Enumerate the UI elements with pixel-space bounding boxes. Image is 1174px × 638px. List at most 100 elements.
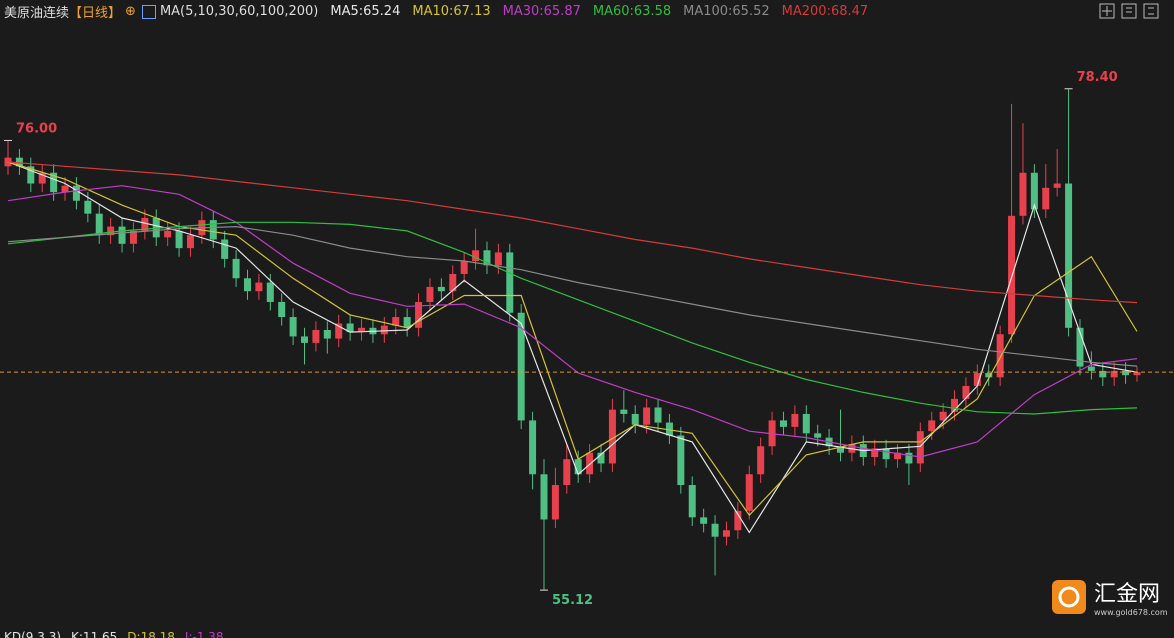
header: 美原油连续 【日线】 ⊕ MA(5,10,30,60,100,200) MA5:…: [4, 2, 868, 21]
candle-body: [50, 172, 58, 193]
ma-params: MA(5,10,30,60,100,200): [159, 4, 319, 19]
candle-body: [15, 157, 23, 167]
legend-label: MA5:65.24: [330, 4, 401, 19]
candle-body: [757, 446, 765, 475]
candle-body: [175, 230, 183, 249]
candle-body: [483, 250, 491, 266]
candle-body: [403, 317, 411, 328]
candle-body: [677, 435, 685, 486]
candle-body: [141, 217, 149, 231]
candle-body: [209, 220, 217, 240]
candle-body: [905, 452, 913, 464]
indicator-label: D:18.18: [127, 630, 175, 638]
candle-body: [665, 422, 673, 436]
extreme-label: 78.40: [1077, 70, 1118, 85]
candle-body: [791, 413, 799, 427]
ma-line: [7, 185, 1138, 458]
candle-body: [323, 329, 331, 339]
candle-body: [996, 334, 1004, 378]
candle-body: [506, 252, 514, 313]
candle-body: [688, 485, 696, 518]
ma-line: [7, 225, 1138, 367]
candle-body: [346, 323, 354, 333]
ma-line: [7, 161, 1138, 517]
candle-body: [802, 413, 810, 434]
candle-body: [654, 407, 662, 423]
candle-body: [358, 327, 366, 333]
add-icon[interactable]: ⊕: [125, 4, 136, 19]
candle-body: [38, 172, 46, 184]
candle-body: [255, 282, 263, 292]
candle-body: [563, 459, 571, 486]
candle-body: [118, 226, 126, 244]
candle-body: [186, 235, 194, 249]
candle-body: [711, 523, 719, 537]
legend-label: MA200:68.47: [781, 4, 869, 19]
candle-body: [985, 373, 993, 378]
legend-label: MA100:65.52: [683, 4, 770, 19]
legend-label: MA10:67.13: [412, 4, 491, 19]
ma-line: [7, 221, 1138, 415]
candle-body: [836, 446, 844, 453]
extreme-label: 55.12: [552, 593, 593, 608]
candle-body: [962, 385, 970, 399]
candle-body: [1008, 215, 1016, 335]
candle-body: [631, 413, 639, 425]
candle-body: [814, 433, 822, 438]
candle-body: [164, 230, 172, 238]
candle-body: [1042, 187, 1050, 210]
candle-body: [84, 200, 92, 214]
candle-body: [1087, 366, 1095, 371]
candle-body: [460, 261, 468, 274]
candle-body: [722, 530, 730, 537]
legend-label: MA30:65.87: [502, 4, 581, 19]
indicator-icon[interactable]: [141, 4, 156, 19]
candle-body: [882, 448, 890, 460]
candle-body: [72, 185, 80, 201]
candle-body: [597, 452, 605, 464]
candle-body: [894, 452, 902, 460]
candle-body: [107, 226, 115, 236]
candle-body: [1030, 172, 1038, 210]
candle-body: [643, 407, 651, 425]
candle-body: [1110, 370, 1118, 378]
candle-body: [415, 301, 423, 328]
candle-body: [745, 474, 753, 511]
indicator-label: J:-1.38: [184, 630, 224, 638]
candle-body: [779, 420, 787, 427]
candle-body: [973, 373, 981, 386]
candle-body: [449, 273, 457, 292]
candle-body: [312, 329, 320, 343]
instrument-title: 美原油连续: [4, 6, 70, 21]
candle-body: [437, 286, 445, 292]
candle-body: [61, 185, 69, 193]
candle-body: [540, 474, 548, 520]
candle-body: [517, 312, 525, 421]
candle-body: [939, 411, 947, 421]
candle-body: [472, 250, 480, 262]
candle-body: [574, 459, 582, 475]
candle-body: [301, 336, 309, 343]
candle-body: [95, 213, 103, 236]
candle-body: [27, 166, 35, 184]
candle-body: [928, 420, 936, 432]
candle-body: [551, 485, 559, 520]
ma-line: [7, 161, 1138, 304]
watermark-url: www.gold678.com: [1094, 608, 1168, 617]
candle-body: [586, 452, 594, 475]
candle-body: [426, 286, 434, 302]
ma-line: [7, 161, 1138, 534]
indicator-labels: KD(9,3,3) K:11.65 D:18.18 J:-1.38: [4, 630, 224, 638]
toolbar-icons: [1099, 3, 1159, 19]
candle-body: [1122, 370, 1130, 376]
candle-body: [871, 448, 879, 458]
candle-body: [278, 301, 286, 318]
indicator-label: KD(9,3,3): [4, 630, 62, 638]
candle-body: [4, 157, 12, 167]
candle-body: [289, 317, 297, 337]
candle-body: [221, 239, 229, 259]
candle-body: [1133, 372, 1141, 376]
candle-body: [152, 217, 160, 238]
